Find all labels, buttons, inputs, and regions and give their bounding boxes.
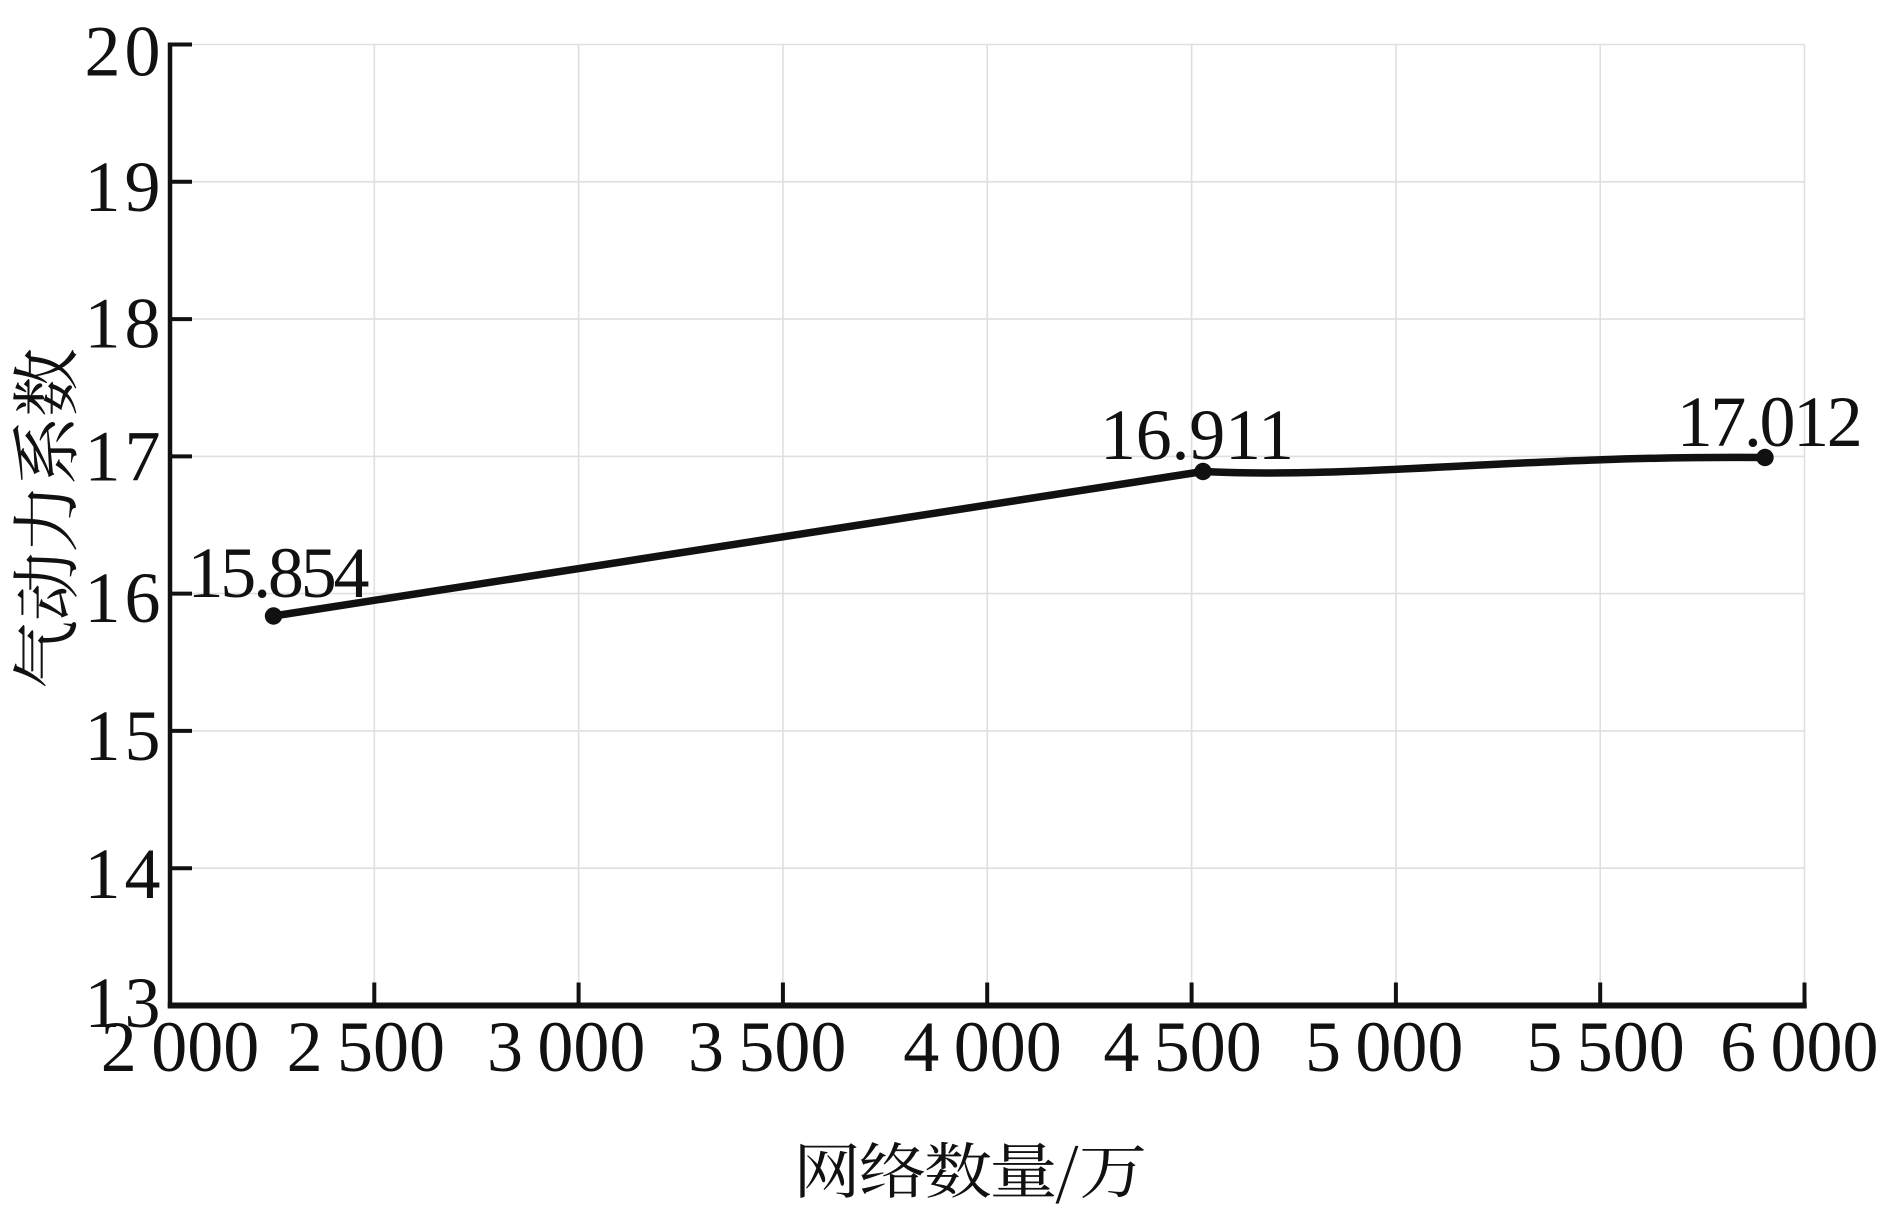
svg-text:4 000: 4 000 (903, 1007, 1061, 1087)
svg-text:2 000: 2 000 (101, 1007, 259, 1087)
svg-text:3 000: 3 000 (487, 1007, 645, 1087)
svg-text:2 500: 2 500 (287, 1007, 445, 1087)
svg-text:6 000: 6 000 (1720, 1007, 1878, 1087)
svg-text:16.911: 16.911 (1100, 395, 1294, 475)
svg-text:5 500: 5 500 (1526, 1007, 1684, 1087)
svg-text:17.012: 17.012 (1677, 382, 1863, 462)
svg-text:15.854: 15.854 (188, 533, 370, 613)
svg-text:5 000: 5 000 (1305, 1007, 1463, 1087)
svg-text:3 500: 3 500 (688, 1007, 846, 1087)
svg-text:4 500: 4 500 (1103, 1007, 1261, 1087)
